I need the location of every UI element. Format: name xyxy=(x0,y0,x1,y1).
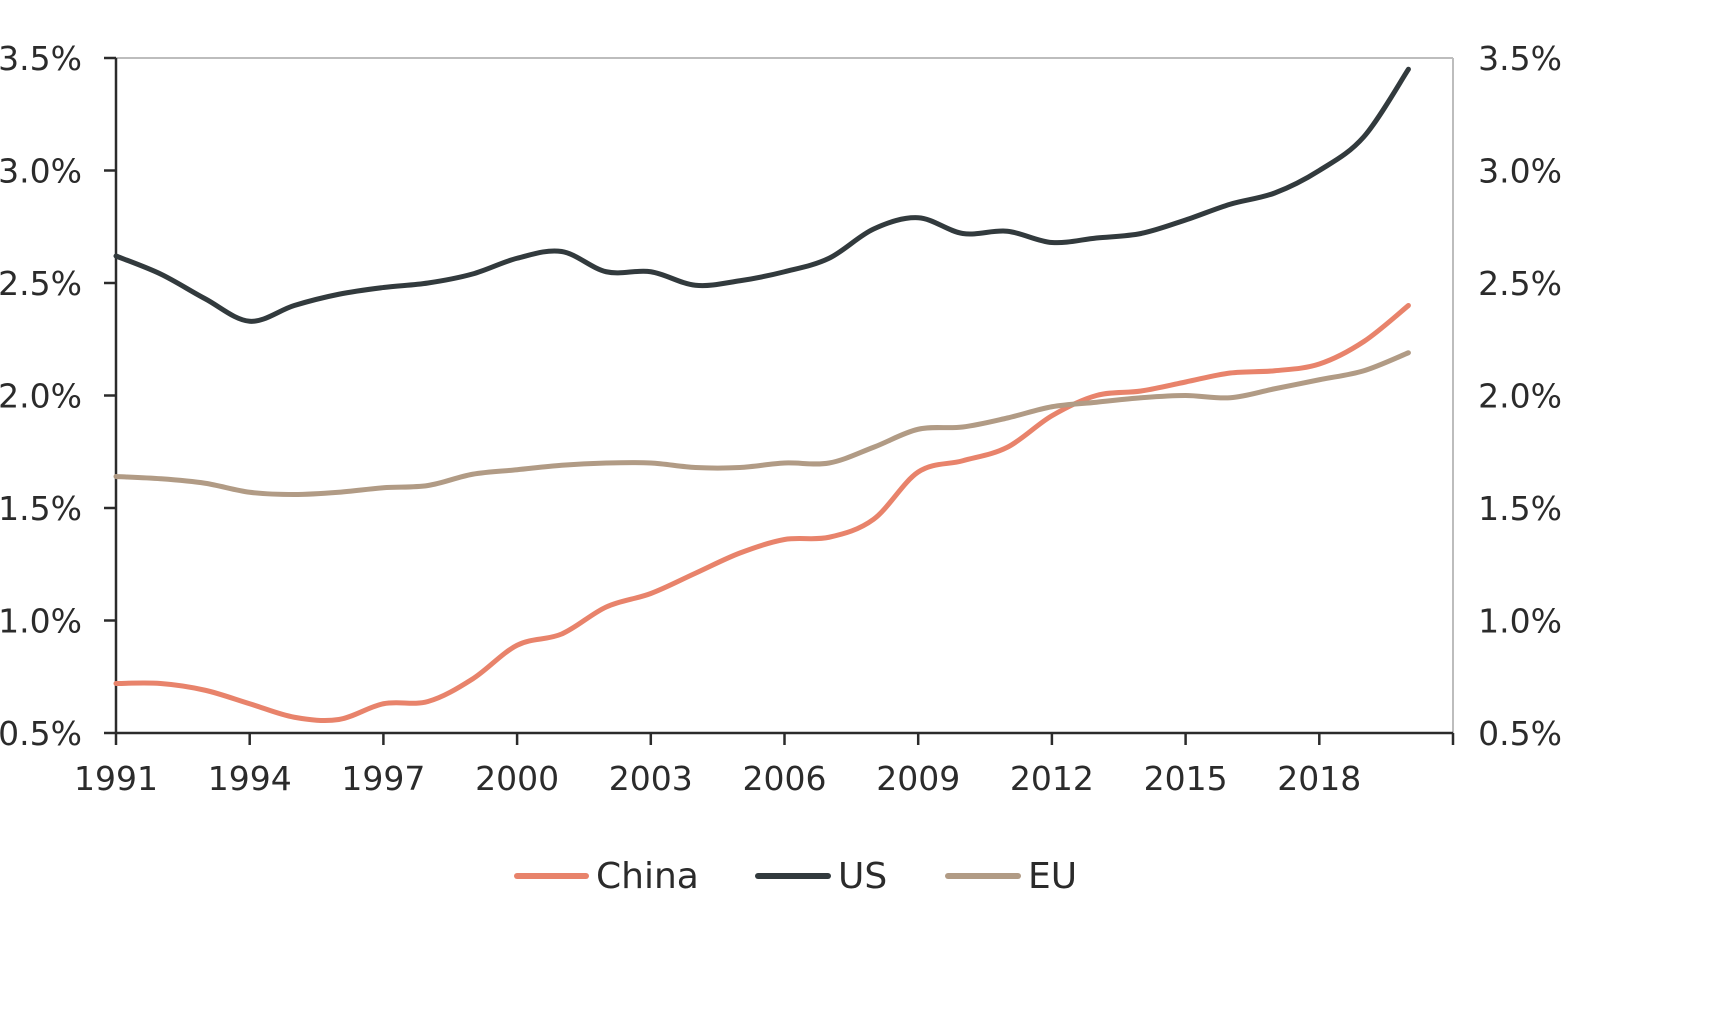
y-tick-label-right: 2.0% xyxy=(1478,377,1562,416)
series-line-china xyxy=(113,303,1411,723)
y-tick-label: 3.5% xyxy=(0,39,82,78)
y-tick-label: 3.0% xyxy=(0,152,82,191)
y-tick-label-right: 1.0% xyxy=(1478,602,1562,641)
legend: China US EU xyxy=(514,856,1077,897)
y-tick-label-right: 1.5% xyxy=(1478,489,1562,528)
y-tick-label: 2.0% xyxy=(0,377,82,416)
legend-label-us: US xyxy=(838,856,887,897)
x-tick-label: 1991 xyxy=(74,759,158,798)
y-tick-label-right: 2.5% xyxy=(1478,264,1562,303)
y-tick-label-right: 3.0% xyxy=(1478,152,1562,191)
x-axis: 1991 1994 1997 2000 2003 2006 2009 2012 2015 2018 xyxy=(74,733,1455,798)
x-tick-label: 2012 xyxy=(1010,759,1094,798)
x-tick-label: 2003 xyxy=(609,759,693,798)
y-tick-label: 0.5% xyxy=(0,714,82,753)
x-tick-label: 2000 xyxy=(475,759,559,798)
series-line-eu xyxy=(113,350,1411,497)
x-tick-label: 1997 xyxy=(341,759,425,798)
x-tick-label: 2018 xyxy=(1277,759,1361,798)
right-y-axis: 0.5% 1.0% 1.5% 2.0% 2.5% 3.0% 3.5% xyxy=(1478,39,1562,753)
series-layer xyxy=(113,66,1411,723)
y-tick-label-right: 0.5% xyxy=(1478,714,1562,753)
y-tick-label: 2.5% xyxy=(0,264,82,303)
x-tick-label: 1994 xyxy=(208,759,292,798)
x-tick-label: 2015 xyxy=(1144,759,1228,798)
y-tick-label: 1.0% xyxy=(0,602,82,641)
y-tick-label-right: 3.5% xyxy=(1478,39,1562,78)
series-line-us xyxy=(113,66,1411,324)
y-tick-label: 1.5% xyxy=(0,489,82,528)
x-tick-label: 2006 xyxy=(743,759,827,798)
legend-label-eu: EU xyxy=(1028,856,1077,897)
x-tick-label: 2009 xyxy=(876,759,960,798)
legend-label-china: China xyxy=(596,856,699,897)
left-y-axis: 0.5% 1.0% 1.5% 2.0% 2.5% 3.0% 3.5% xyxy=(0,39,116,753)
